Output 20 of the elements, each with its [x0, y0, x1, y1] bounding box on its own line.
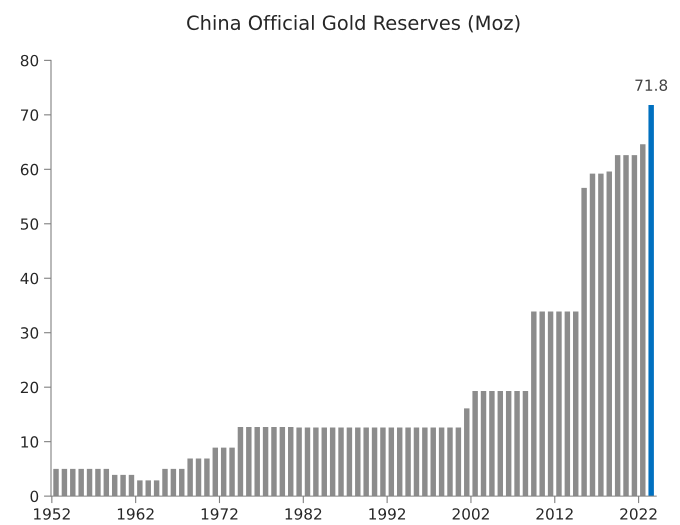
y-tick-label: 10: [21, 436, 38, 448]
y-tick-label: 70: [21, 109, 38, 121]
y-tick-label: 80: [20, 54, 38, 66]
x-tick-label: 1972: [202, 508, 238, 520]
x-tick-label: 1952: [34, 508, 70, 520]
y-tick-label: 60: [20, 164, 38, 176]
chart-title: China Official Gold Reserves (Moz): [187, 15, 520, 32]
y-tick-label: 50: [20, 218, 38, 230]
x-tick-label: 2002: [452, 508, 489, 520]
x-tick-label: 2022: [620, 508, 657, 520]
y-tick-label: 40: [20, 272, 38, 284]
bar: [648, 105, 654, 496]
x-tick-label: 2012: [536, 508, 573, 520]
y-tick-label: 20: [20, 382, 38, 394]
x-tick-label: 1992: [369, 508, 406, 520]
y-tick-label: 0: [30, 490, 38, 502]
x-tick-label: 1982: [286, 508, 322, 520]
data-label: 71.8: [635, 79, 668, 91]
x-tick-label: 1962: [118, 508, 154, 520]
y-tick-label: 30: [20, 327, 38, 339]
